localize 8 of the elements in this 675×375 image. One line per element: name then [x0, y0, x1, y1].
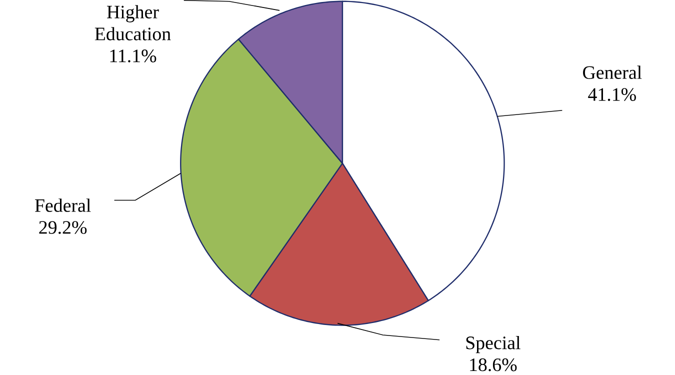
data-label: 29.2% — [39, 221, 87, 234]
slice-label: Higher Education — [94, 5, 171, 41]
data-label: 11.1% — [110, 50, 156, 63]
data-label: 41.1% — [588, 88, 636, 102]
slice-label: General — [583, 66, 642, 80]
slice-label: Federal — [35, 198, 91, 212]
slice-label: Special — [466, 336, 520, 354]
data-label: 18.6% — [470, 358, 517, 372]
